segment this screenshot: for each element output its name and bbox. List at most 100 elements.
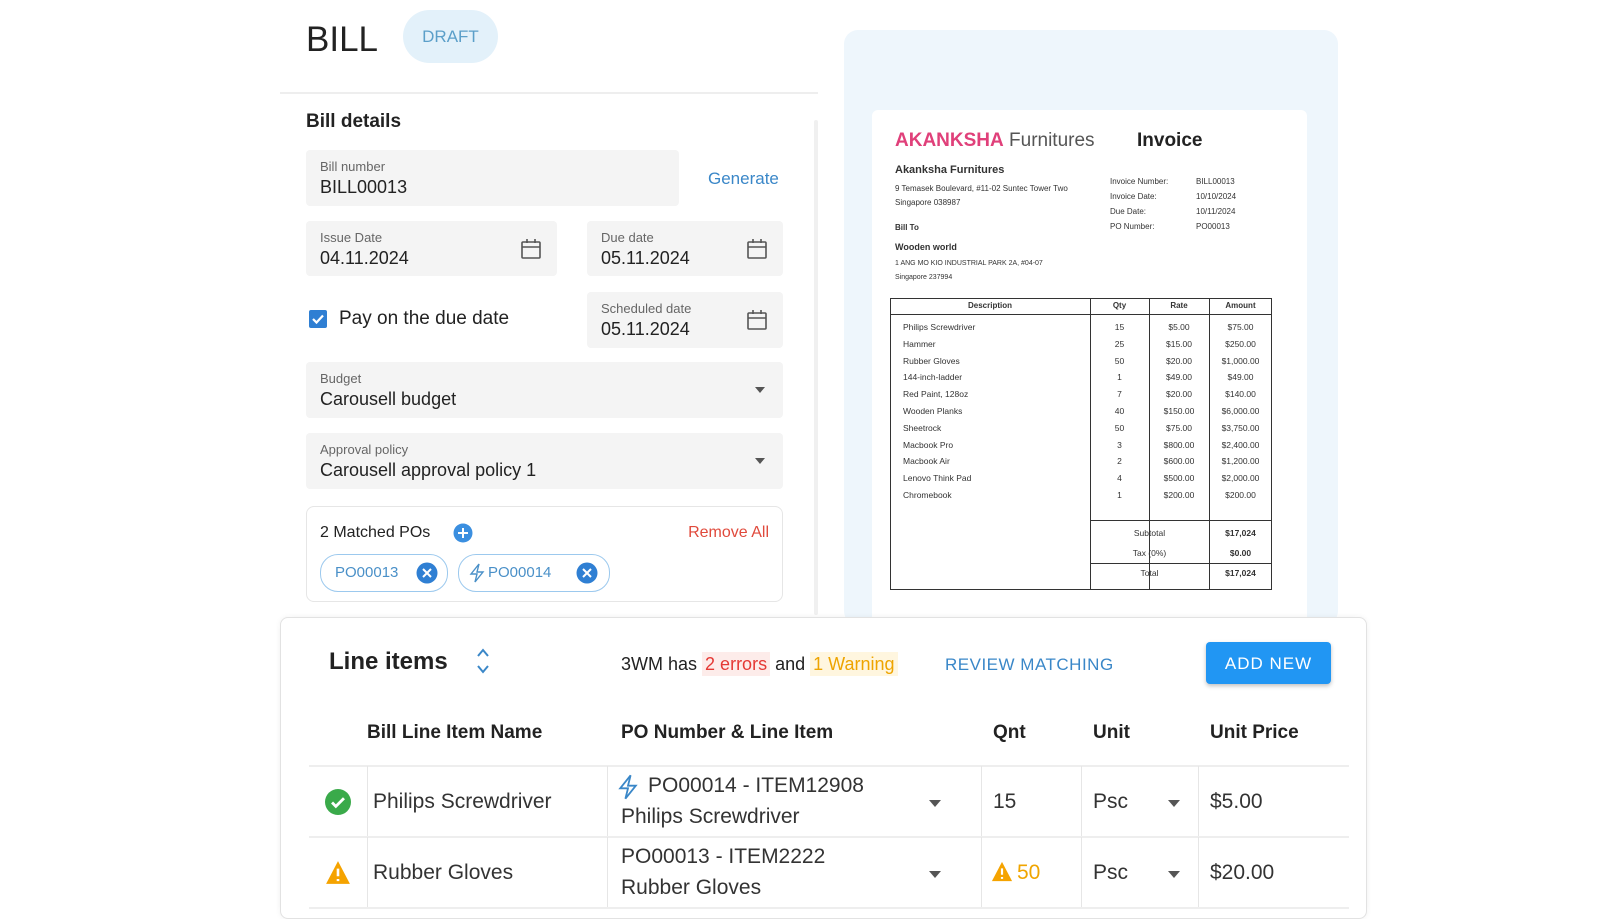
button-text: ADD NEW [1224,654,1313,673]
invoice-cell: Philips Screwdriver [903,322,976,332]
chip-remove[interactable] [576,562,598,584]
table-rule [1209,298,1210,590]
quantity: 50 [1017,861,1041,884]
invoice-cell: $20.00 [1166,389,1192,400]
total-label: Tax (0%) [1132,548,1167,558]
total-value: $17,024 [1225,528,1256,538]
customer-address: Singapore 237994 [895,274,953,281]
meta-label: Invoice Number: [1110,177,1169,186]
invoice-cell: 2 [1117,456,1122,467]
icon-shape [1168,800,1180,807]
error-count[interactable]: 2 errors [702,652,771,676]
cell-border [1198,837,1199,907]
review-matching-button[interactable]: REVIEW MATCHING [945,655,1114,674]
field-value: Carousell approval policy 1 [320,460,537,480]
invoice-cell: Red Paint, 128oz [903,389,969,400]
column-header: Qnt [993,722,1026,743]
field-label: Issue Date [320,230,383,245]
cell-border [981,766,982,836]
add-po-button[interactable] [453,523,473,543]
sort-icon[interactable] [475,646,491,676]
bill-number-field[interactable]: Bill number BILL00013 [306,150,679,206]
issue-date-field[interactable]: Issue Date 04.11.2024 [306,221,557,276]
scheduled-date-field[interactable]: Scheduled date 05.11.2024 [587,292,783,348]
matching-summary: 3WM has 2 errors and 1 Warning [621,652,898,676]
chip-remove[interactable] [416,562,438,584]
cell-border [367,766,368,836]
invoice-title: Invoice [1137,130,1203,151]
invoice-cell: $1,000.00 [1221,355,1260,366]
invoice-cell: $75.00 [1166,422,1192,433]
column-header: Bill Line Item Name [367,722,543,743]
row-divider [309,907,1349,909]
invoice-cell: 50 [1114,422,1125,433]
invoice-cell: Lenovo Think Pad [903,473,972,484]
divider [280,92,818,94]
dropdown-arrow [1168,871,1180,878]
unit-price: $20.00 [1210,861,1275,884]
invoice-cell: $600.00 [1163,456,1195,467]
cell-border [1081,837,1082,907]
calendar-icon[interactable] [745,308,769,332]
generate-button[interactable]: Generate [708,169,779,188]
checkbox-label: Pay on the due date [339,308,510,329]
dropdown-arrow [755,387,765,393]
invoice-cell: 1 [1117,490,1122,500]
remove-all-button[interactable]: Remove All [688,524,769,541]
invoice-cell: Rubber Gloves [903,355,960,366]
po-line: PO00013 - ITEM2222 [621,845,826,868]
meta-value: 10/10/2024 [1196,192,1237,201]
invoice-cell: 7 [1117,389,1122,400]
customer-name: Wooden world [895,242,957,252]
field-label: Budget [320,371,362,386]
item-name: Rubber Gloves [373,861,514,884]
invoice-cell: $250.00 [1225,338,1256,349]
warning-count[interactable]: 1 Warning [810,652,898,676]
total-value: $17,024 [1225,568,1256,578]
field-value: 05.11.2024 [601,319,690,339]
meta-value: BILL00013 [1196,177,1235,186]
column-header: Description [967,301,1012,310]
invoice-cell: Sheetrock [903,422,942,433]
dropdown-arrow [1168,800,1180,807]
checkmark [312,314,324,325]
invoice-cell: Macbook Pro [903,439,954,450]
po-chip[interactable]: PO00014 [458,554,610,592]
add-new-button[interactable]: ADD NEW [1206,642,1331,684]
checkbox[interactable] [308,309,328,329]
invoice-cell: 1 [1117,372,1122,383]
row-divider [309,836,1349,838]
bill-title: BILL [306,20,378,59]
bolt-icon [618,774,638,800]
warning-icon [326,861,350,884]
po-chip-text: PO00013 [335,564,399,581]
table-rule [1090,520,1272,521]
po-item-name: Rubber Gloves [621,876,762,899]
invoice-cell: $75.00 [1227,322,1254,332]
invoice-cell: $2,000.00 [1221,473,1260,484]
invoice-cell: 25 [1114,338,1125,349]
dropdown-arrow [929,800,941,807]
vendor-address: 9 Temasek Boulevard, #11-02 Suntec Tower… [895,184,1068,193]
po-chip-text: PO00014 [488,564,552,581]
invoice-cell: $500.00 [1163,473,1195,484]
budget-select[interactable]: Budget Carousell budget [306,362,783,418]
page: {"header": {"title": "BILL", "status": "… [280,10,1367,919]
po-chip[interactable]: PO00013 [320,554,448,592]
table-rule [1149,298,1150,590]
field-value: 05.11.2024 [601,248,690,268]
cell-border [367,837,368,907]
invoice-cell: $5.00 [1168,322,1190,332]
invoice-cell: $200.00 [1163,490,1195,500]
calendar-icon[interactable] [519,237,543,261]
icon-shape [325,789,351,815]
total-value: $0.00 [1229,548,1252,558]
due-date-field[interactable]: Due date 05.11.2024 [587,221,783,276]
unit: Psc [1093,790,1129,813]
calendar-icon[interactable] [745,237,769,261]
approval-policy-select[interactable]: Approval policy Carousell approval polic… [306,433,783,489]
total-label: Subtotal [1133,528,1166,538]
brand-suffix: Furnitures [1009,130,1095,151]
cell-border [1198,766,1199,836]
column-header: Rate [1170,301,1188,310]
